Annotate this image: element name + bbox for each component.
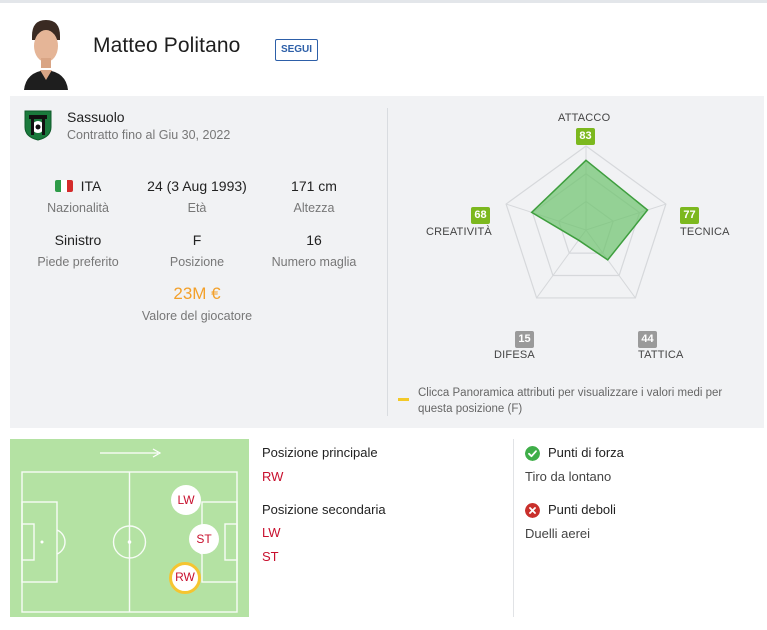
- main-position-title: Posizione principale: [262, 445, 378, 460]
- stat-label: Altezza: [293, 201, 335, 215]
- player-info-panel: Sassuolo Contratto fino al Giu 30, 2022 …: [10, 96, 764, 428]
- pitch-marker-rw: RW: [169, 562, 201, 594]
- stat-preferred-foot: Sinistro Piede preferito: [18, 231, 138, 269]
- stat-height: 171 cm Altezza: [254, 177, 374, 215]
- stat-label: Valore del giocatore: [141, 309, 253, 323]
- secondary-position-value: LW: [262, 525, 281, 540]
- top-border: [0, 0, 767, 3]
- stat-label: Posizione: [169, 255, 225, 269]
- radar-label-difesa: DIFESA: [494, 349, 535, 361]
- club-name[interactable]: Sassuolo: [67, 109, 125, 125]
- attack-direction-arrow-icon: [100, 448, 162, 458]
- check-icon: [525, 446, 540, 461]
- radar-label-tattica: TATTICA: [638, 349, 684, 361]
- italy-flag-icon: [54, 180, 73, 192]
- strengths-title: Punti di forza: [548, 445, 624, 460]
- stat-shirt-number: 16 Numero maglia: [254, 231, 374, 269]
- radar-value-badge-attacco: 83: [576, 128, 595, 145]
- radar-legend-note: Clicca Panoramica attributi per visualiz…: [418, 387, 723, 415]
- radar-value-badge-tattica: 44: [638, 331, 657, 348]
- stat-market-value: 23M € Valore del giocatore: [137, 284, 257, 323]
- stat-value: F: [192, 232, 202, 248]
- player-name: Matteo Politano: [93, 34, 241, 57]
- club-logo[interactable]: [23, 109, 53, 141]
- attribute-radar[interactable]: ATTACCO 83 TECNICA 77 TATTICA 44 DIFESA 15 CREAT…: [398, 96, 764, 428]
- stat-value: 16: [306, 232, 322, 248]
- stat-value: 24 (3 Aug 1993): [147, 178, 247, 194]
- secondary-position-title: Posizione secondaria: [262, 502, 386, 517]
- stat-label: Numero maglia: [271, 255, 357, 269]
- radar-value-badge-tecnica: 77: [680, 207, 699, 224]
- radar-value-badge-creativita: 68: [471, 207, 490, 224]
- legend-marker: [398, 398, 409, 401]
- market-value: 23M €: [173, 284, 221, 303]
- stat-position: F Posizione: [137, 231, 257, 269]
- lower-divider: [513, 439, 514, 617]
- radar-label-creativita: CREATIVITÀ: [426, 226, 492, 238]
- radar-chart: [505, 145, 667, 299]
- pitch-marker-st: ST: [189, 524, 219, 554]
- strength-item: Tiro da lontano: [525, 469, 612, 484]
- stat-value: 171 cm: [291, 178, 337, 194]
- radar-value-badge-difesa: 15: [515, 331, 534, 348]
- follow-button[interactable]: SEGUI: [275, 39, 318, 61]
- panel-divider: [387, 108, 388, 416]
- contract-expiry: Contratto fino al Giu 30, 2022: [67, 128, 231, 142]
- position-pitch: LW ST RW: [10, 439, 249, 617]
- stat-nationality: ITA Nazionalità: [18, 177, 138, 215]
- weaknesses-title: Punti deboli: [548, 502, 616, 517]
- stat-label: Età: [187, 201, 207, 215]
- weakness-item: Duelli aerei: [525, 526, 591, 541]
- stat-age: 24 (3 Aug 1993) Età: [137, 177, 257, 215]
- secondary-position-value: ST: [262, 549, 279, 564]
- pitch-marker-lw: LW: [171, 485, 201, 515]
- player-header: Matteo Politano SEGUI: [0, 4, 767, 92]
- stat-value: ITA: [80, 178, 102, 194]
- stat-value: Sinistro: [54, 232, 102, 248]
- cross-icon: [525, 503, 540, 518]
- main-position-value: RW: [262, 469, 284, 484]
- radar-label-attacco: ATTACCO: [558, 112, 611, 124]
- player-avatar: [18, 14, 74, 90]
- radar-label-tecnica: TECNICA: [680, 226, 730, 238]
- radar-value-area: [530, 159, 649, 261]
- radar-grid-ring: [505, 145, 667, 299]
- radar-axis: [536, 229, 587, 299]
- stat-label: Piede preferito: [37, 255, 119, 269]
- stat-label: Nazionalità: [47, 201, 109, 215]
